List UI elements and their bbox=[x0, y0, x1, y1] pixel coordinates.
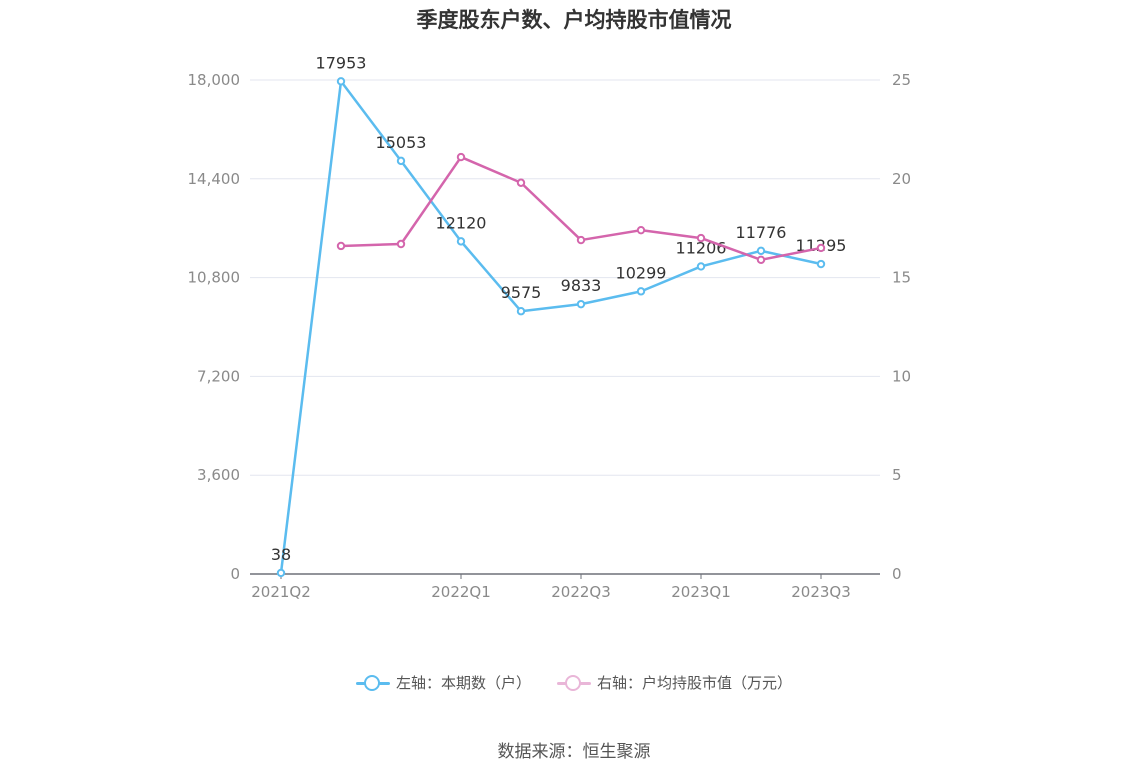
data-point bbox=[456, 237, 466, 246]
legend-swatch-avg-value bbox=[557, 674, 591, 691]
data-point bbox=[516, 178, 526, 187]
legend-item-avg-value[interactable]: 右轴：户均持股市值（万元） bbox=[557, 672, 792, 693]
data-point bbox=[396, 239, 406, 249]
data-point bbox=[336, 77, 346, 86]
left-axis-tick-label: 10,800 bbox=[188, 269, 241, 287]
x-axis-tick-label: 2022Q3 bbox=[551, 583, 611, 601]
data-label: 17953 bbox=[316, 53, 367, 72]
data-point bbox=[516, 307, 526, 316]
data-point bbox=[576, 235, 586, 245]
data-point bbox=[696, 233, 706, 243]
data-label: 9833 bbox=[561, 276, 602, 295]
left-axis-tick-label: 18,000 bbox=[188, 71, 241, 89]
left-axis-tick-label: 7,200 bbox=[197, 367, 240, 385]
right-axis-tick-label: 0 bbox=[892, 565, 902, 583]
x-axis-tick-label: 2022Q1 bbox=[431, 583, 491, 601]
right-axis-tick-label: 10 bbox=[892, 367, 911, 385]
data-label: 10299 bbox=[616, 263, 667, 282]
data-point bbox=[636, 225, 646, 235]
data-label: 9575 bbox=[501, 283, 542, 302]
data-point bbox=[756, 246, 766, 256]
data-label: 38 bbox=[271, 545, 291, 564]
left-axis-tick-label: 0 bbox=[230, 565, 240, 583]
left-axis-tick-label: 14,400 bbox=[188, 170, 241, 188]
x-axis-tick-label: 2021Q2 bbox=[251, 583, 311, 601]
data-source: 数据来源：恒生聚源 bbox=[497, 742, 651, 762]
legend-item-households[interactable]: 左轴：本期数（户） bbox=[355, 672, 531, 693]
right-axis-tick-label: 20 bbox=[892, 170, 911, 188]
right-axis-tick-label: 15 bbox=[892, 269, 911, 287]
data-point bbox=[816, 243, 826, 253]
data-point bbox=[576, 299, 586, 309]
legend-label-households: 左轴：本期数（户） bbox=[395, 674, 531, 692]
data-point bbox=[396, 156, 406, 166]
data-label: 11776 bbox=[736, 223, 787, 242]
legend-label-avg-value: 右轴：户均持股市值（万元） bbox=[597, 674, 793, 692]
data-point bbox=[816, 259, 826, 269]
data-label: 12120 bbox=[436, 213, 487, 232]
data-point bbox=[696, 262, 706, 271]
x-axis-tick-label: 2023Q3 bbox=[791, 583, 851, 601]
legend: 左轴：本期数（户） 右轴：户均持股市值（万元） bbox=[0, 672, 1148, 693]
data-point bbox=[636, 287, 646, 296]
left-axis-tick-label: 3,600 bbox=[197, 466, 240, 484]
data-point bbox=[456, 152, 466, 162]
x-axis-tick-label: 2023Q1 bbox=[671, 583, 731, 601]
legend-swatch-households bbox=[355, 674, 390, 691]
right-axis-tick-label: 25 bbox=[892, 71, 911, 89]
data-label: 15053 bbox=[376, 133, 427, 152]
data-point bbox=[336, 241, 346, 251]
data-point bbox=[756, 255, 766, 265]
series-line-0 bbox=[279, 80, 822, 574]
series-line-1 bbox=[340, 155, 822, 262]
chart-title: 季度股东户数、户均持股市值情况 bbox=[416, 8, 732, 32]
data-point bbox=[276, 568, 286, 578]
right-axis-tick-label: 5 bbox=[892, 466, 902, 484]
